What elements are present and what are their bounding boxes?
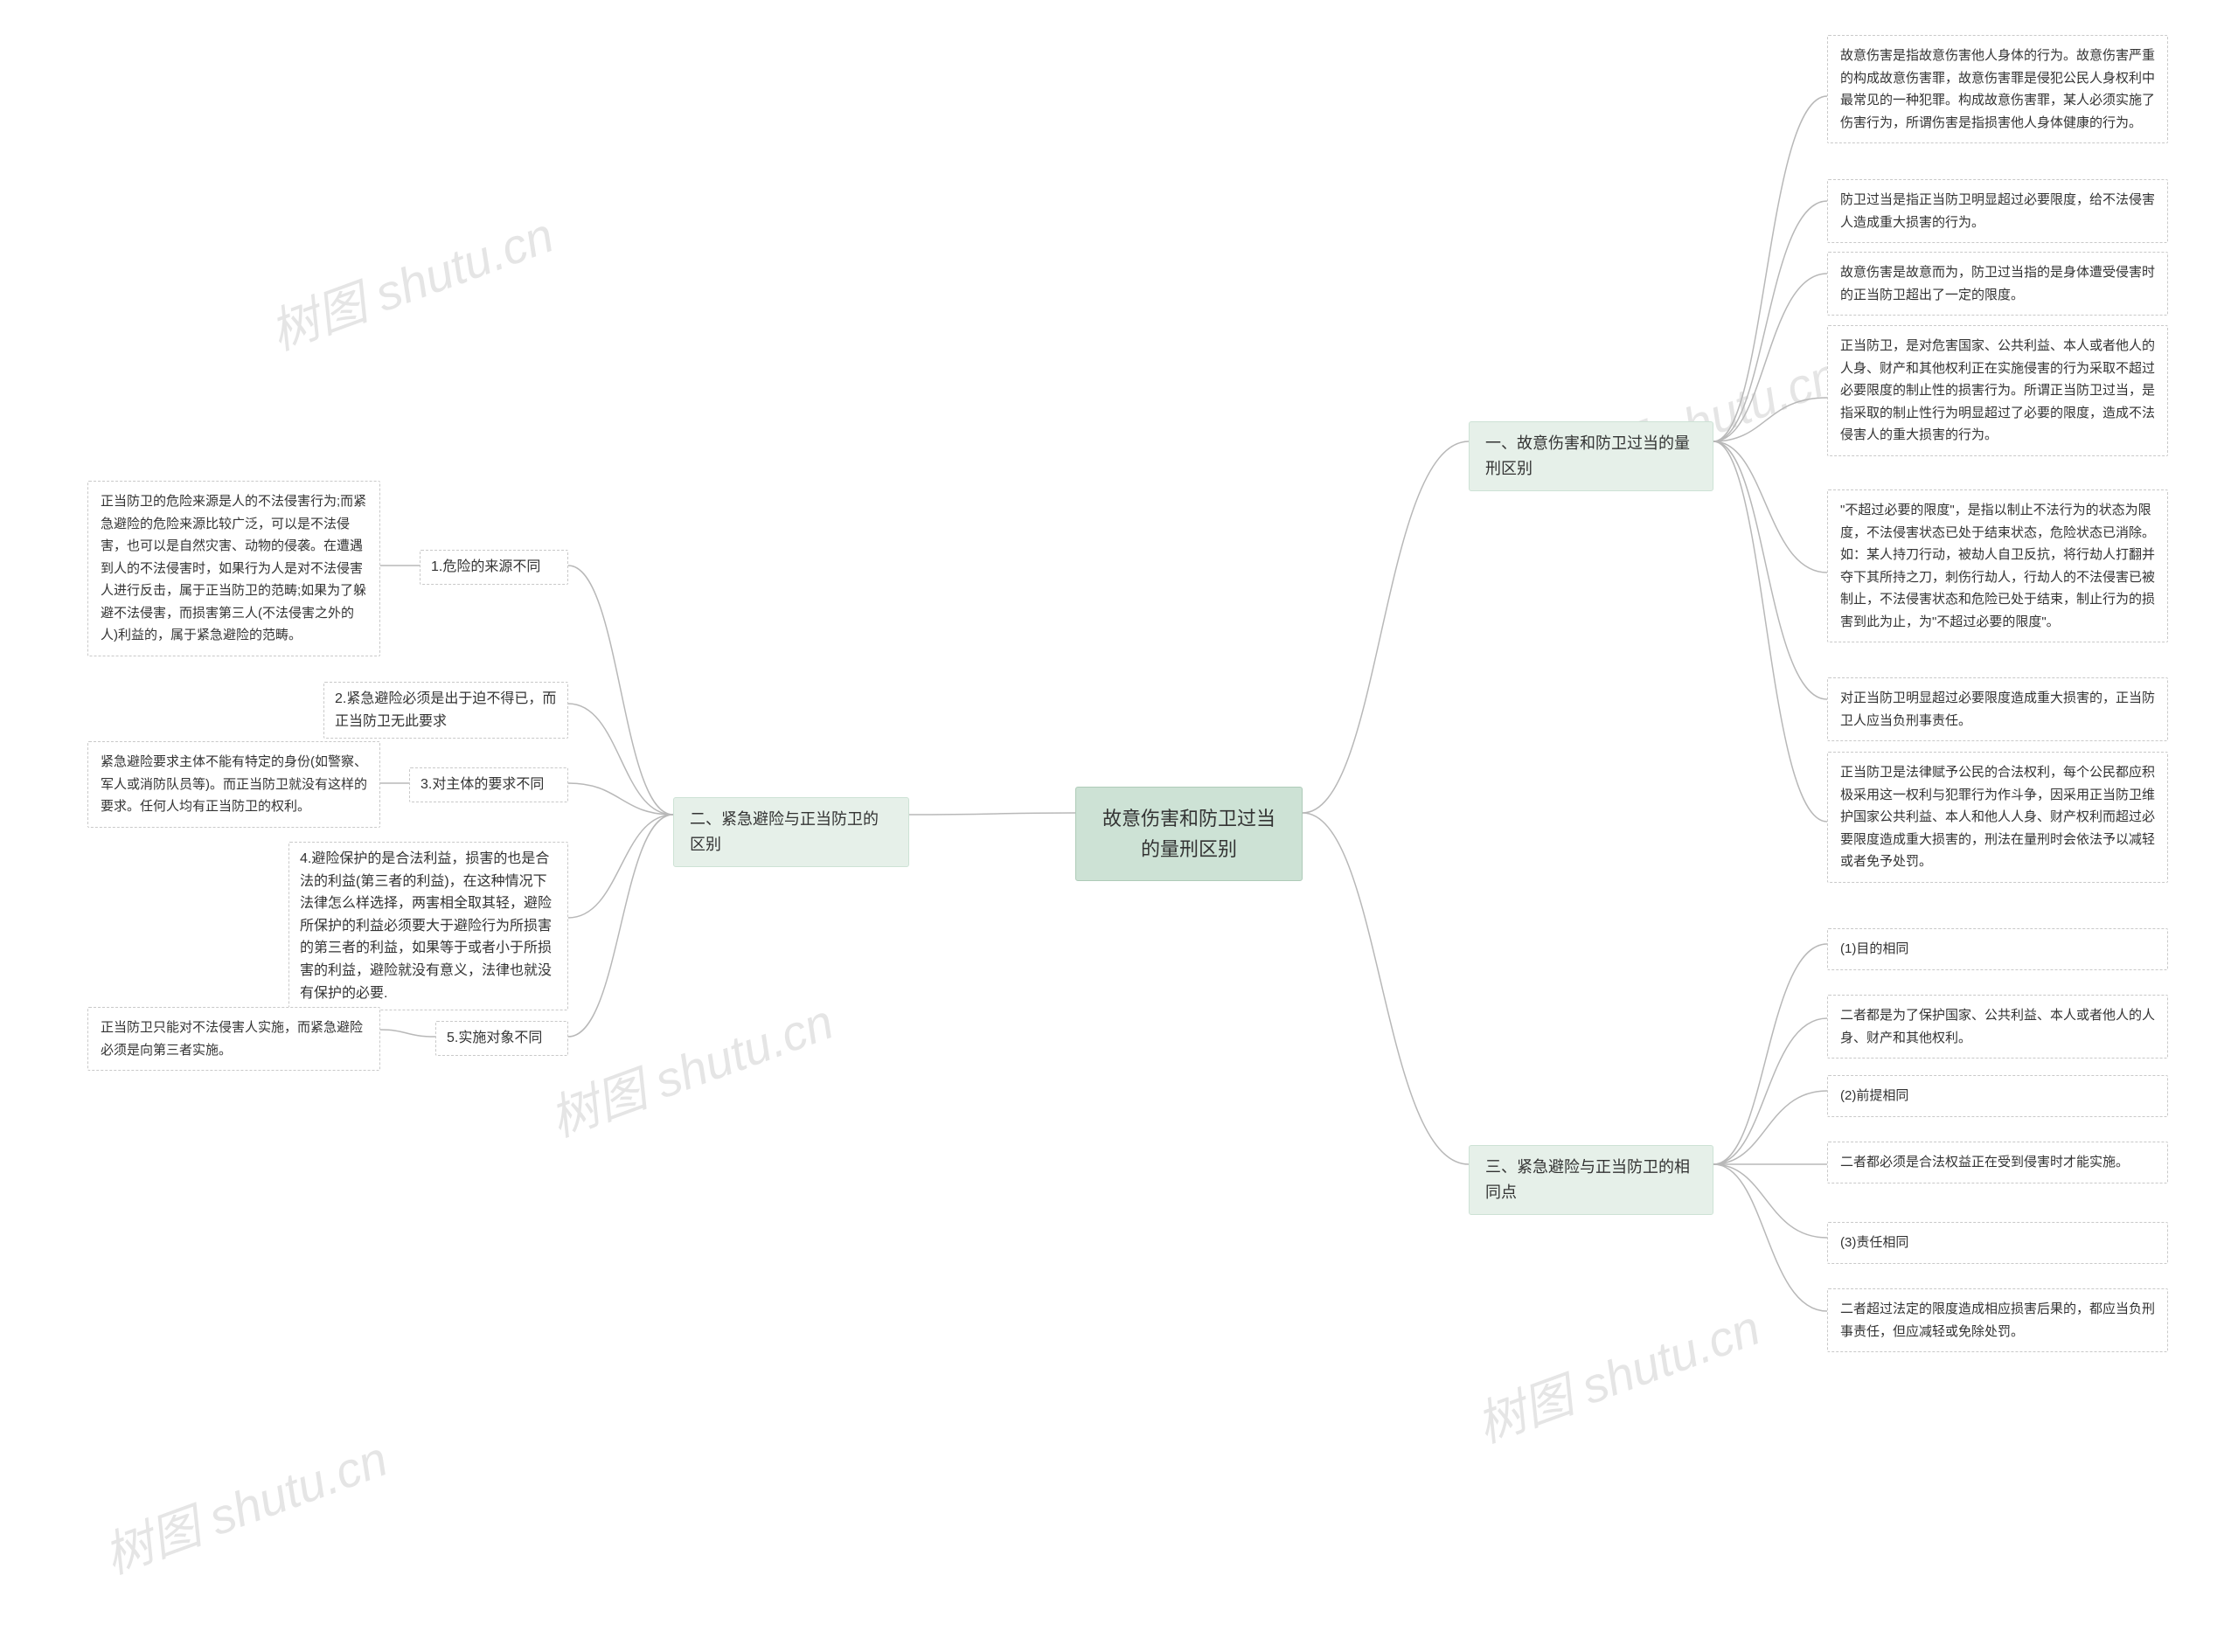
leaf[interactable]: "不超过必要的限度"，是指以制止不法行为的状态为限度，不法侵害状态已处于结束状态…: [1827, 489, 2168, 642]
leaf[interactable]: 正当防卫是法律赋予公民的合法权利，每个公民都应积极采用这一权利与犯罪行为作斗争，…: [1827, 752, 2168, 883]
watermark: 树图 shutu.cn: [93, 1419, 396, 1587]
sub-node[interactable]: 4.避险保护的是合法利益，损害的也是合法的利益(第三者的利益)，在这种情况下法律…: [288, 842, 568, 1010]
watermark: 树图 shutu.cn: [539, 982, 842, 1150]
branch-1[interactable]: 一、故意伤害和防卫过当的量刑区别: [1469, 421, 1713, 491]
sub-node[interactable]: 2.紧急避险必须是出于迫不得已，而正当防卫无此要求: [323, 682, 568, 739]
mindmap-canvas: 树图 shutu.cn 树图 shutu.cn 树图 shutu.cn 树图 s…: [0, 0, 2238, 1652]
leaf[interactable]: 紧急避险要求主体不能有特定的身份(如警察、军人或消防队员等)。而正当防卫就没有这…: [87, 741, 380, 828]
watermark: 树图 shutu.cn: [1465, 1288, 1769, 1456]
leaf[interactable]: 二者都必须是合法权益正在受到侵害时才能实施。: [1827, 1142, 2168, 1183]
leaf[interactable]: (2)前提相同: [1827, 1075, 2168, 1117]
leaf[interactable]: 对正当防卫明显超过必要限度造成重大损害的，正当防卫人应当负刑事责任。: [1827, 677, 2168, 741]
watermark: 树图 shutu.cn: [259, 196, 562, 364]
leaf[interactable]: 二者超过法定的限度造成相应损害后果的，都应当负刑事责任，但应减轻或免除处罚。: [1827, 1288, 2168, 1352]
leaf[interactable]: 正当防卫只能对不法侵害人实施，而紧急避险必须是向第三者实施。: [87, 1007, 380, 1071]
sub-node[interactable]: 5.实施对象不同: [435, 1021, 568, 1056]
leaf[interactable]: 正当防卫，是对危害国家、公共利益、本人或者他人的人身、财产和其他权利正在实施侵害…: [1827, 325, 2168, 456]
leaf[interactable]: (3)责任相同: [1827, 1222, 2168, 1264]
root-node[interactable]: 故意伤害和防卫过当的量刑区别: [1075, 787, 1303, 881]
sub-node[interactable]: 3.对主体的要求不同: [409, 767, 568, 802]
leaf[interactable]: (1)目的相同: [1827, 928, 2168, 970]
leaf[interactable]: 正当防卫的危险来源是人的不法侵害行为;而紧急避险的危险来源比较广泛，可以是不法侵…: [87, 481, 380, 656]
leaf[interactable]: 二者都是为了保护国家、公共利益、本人或者他人的人身、财产和其他权利。: [1827, 995, 2168, 1059]
leaf[interactable]: 故意伤害是故意而为，防卫过当指的是身体遭受侵害时的正当防卫超出了一定的限度。: [1827, 252, 2168, 316]
leaf[interactable]: 防卫过当是指正当防卫明显超过必要限度，给不法侵害人造成重大损害的行为。: [1827, 179, 2168, 243]
sub-node[interactable]: 1.危险的来源不同: [420, 550, 568, 585]
branch-2[interactable]: 二、紧急避险与正当防卫的区别: [673, 797, 909, 867]
leaf[interactable]: 故意伤害是指故意伤害他人身体的行为。故意伤害严重的构成故意伤害罪，故意伤害罪是侵…: [1827, 35, 2168, 143]
branch-3[interactable]: 三、紧急避险与正当防卫的相同点: [1469, 1145, 1713, 1215]
